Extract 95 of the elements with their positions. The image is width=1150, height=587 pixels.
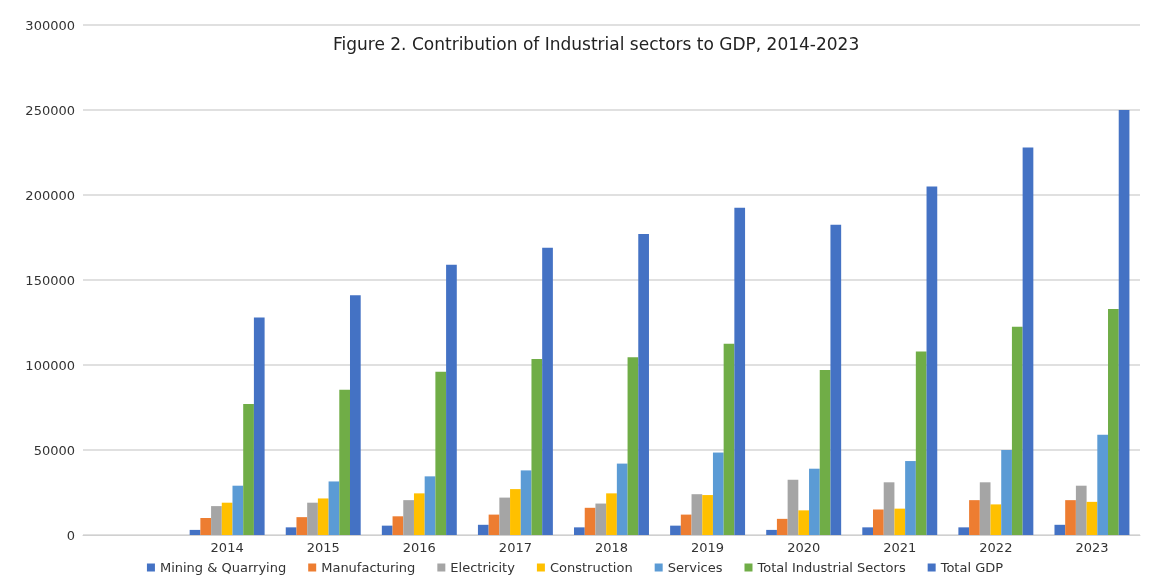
y-tick-label: 200000 <box>25 187 75 203</box>
y-tick-label: 300000 <box>25 17 75 33</box>
bar <box>702 495 713 535</box>
text: Figure 2. Contribution of Industrial sectors to GDP, 2014-2023 <box>333 33 860 54</box>
bar <box>413 493 425 535</box>
x-tick-label: 2016 <box>402 540 436 555</box>
bar <box>392 516 404 535</box>
bar <box>542 247 553 535</box>
bar <box>712 452 724 535</box>
x-tick-label: 2022 <box>979 540 1013 555</box>
bar <box>1001 450 1012 535</box>
x-tick-label: 2021 <box>883 540 917 555</box>
bar <box>595 503 607 535</box>
bar <box>200 518 212 535</box>
x-tick-label: 2020 <box>787 540 821 555</box>
legend-label: Electricity <box>450 560 516 575</box>
x-tick-label: 2014 <box>210 540 244 555</box>
bar <box>232 485 244 535</box>
bar <box>1108 308 1119 535</box>
bar <box>905 461 916 535</box>
bar <box>446 264 457 535</box>
y-tick-label: 250000 <box>25 102 75 118</box>
bar <box>969 500 980 535</box>
bar <box>606 493 617 535</box>
bar <box>381 525 393 535</box>
y-tick-label: 150000 <box>25 272 75 288</box>
y-tick-label: 100000 <box>25 357 75 373</box>
y-tick-label: 0 <box>66 527 75 543</box>
bar <box>328 481 340 535</box>
bar <box>894 508 906 535</box>
bar <box>296 517 308 535</box>
bar <box>510 489 521 535</box>
legend-label: Services <box>667 560 723 575</box>
bar <box>691 494 703 535</box>
bar <box>990 504 1002 535</box>
bar <box>915 351 927 535</box>
bar <box>734 207 746 535</box>
legend-label: Manufacturing <box>321 560 416 575</box>
bar <box>403 500 414 535</box>
bar <box>243 404 254 535</box>
bar <box>189 529 201 535</box>
y-tick-label: 50000 <box>33 442 75 458</box>
bar <box>1086 501 1098 535</box>
bar <box>680 514 692 535</box>
bar <box>776 518 788 535</box>
bar <box>798 510 810 535</box>
bar <box>317 498 329 535</box>
bar <box>307 502 318 535</box>
bar <box>1065 500 1076 535</box>
legend-label: Mining & Quarrying <box>159 560 287 575</box>
bar <box>787 479 799 535</box>
bar <box>1097 434 1109 535</box>
bar <box>883 482 895 535</box>
bar <box>285 527 297 535</box>
bar <box>477 524 489 535</box>
bar <box>862 527 873 535</box>
bar <box>1075 485 1087 535</box>
x-tick-label: 2019 <box>691 540 725 555</box>
bar <box>638 234 649 535</box>
bar <box>926 186 938 535</box>
bar <box>435 371 447 535</box>
bar <box>958 527 970 535</box>
bar <box>1118 110 1130 535</box>
bar <box>520 470 532 535</box>
bar <box>221 502 233 535</box>
bar <box>766 529 777 535</box>
bar <box>809 468 820 535</box>
bar <box>211 506 222 535</box>
bar <box>1011 326 1023 535</box>
bar <box>339 389 350 535</box>
bar <box>253 317 265 535</box>
bar <box>670 525 681 535</box>
x-tick-label: 2023 <box>1075 540 1109 555</box>
legend-label: Construction <box>549 560 633 575</box>
bar <box>819 370 831 535</box>
bar <box>488 514 500 535</box>
bar <box>616 463 628 535</box>
bar <box>424 476 436 535</box>
bar <box>531 359 543 535</box>
bar <box>979 482 991 535</box>
bar <box>830 224 842 535</box>
x-tick-label: 2015 <box>306 540 340 555</box>
bar <box>627 357 639 535</box>
bar <box>723 343 735 535</box>
legend-label: Total GDP <box>939 560 1004 575</box>
bar <box>584 507 596 535</box>
bar <box>1054 524 1066 535</box>
x-tick-label: 2017 <box>498 540 532 555</box>
bar <box>1022 147 1034 535</box>
legend-label: Total Industrial Sectors <box>756 560 906 575</box>
bar <box>873 509 884 535</box>
bar <box>499 497 511 535</box>
bar <box>574 527 585 535</box>
bar <box>350 295 361 535</box>
x-tick-label: 2018 <box>594 540 629 555</box>
